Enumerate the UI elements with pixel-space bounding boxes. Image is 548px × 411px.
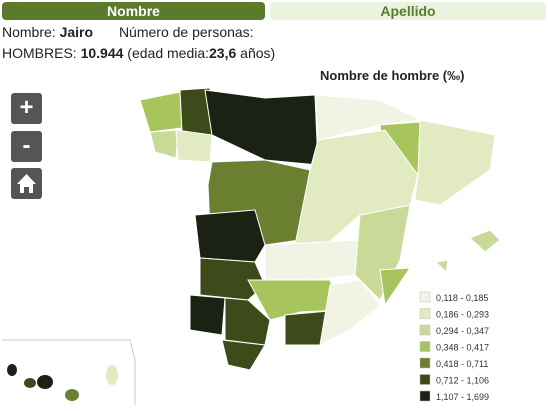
island[interactable] [469, 229, 501, 253]
province[interactable] [204, 89, 319, 166]
legend-label: 0,712 - 1,106 [436, 376, 489, 386]
value: Jairo [59, 24, 94, 40]
value: 23,6 [209, 45, 237, 61]
name-line: Nombre: Jairo Número de personas: [2, 24, 254, 40]
province[interactable] [224, 297, 271, 346]
legend-swatch [419, 341, 431, 352]
province[interactable] [379, 267, 411, 307]
legend-label: 1,107 - 1,699 [436, 392, 489, 402]
legend-swatch [419, 390, 431, 402]
province[interactable] [314, 94, 422, 141]
label: (edad media: [127, 45, 210, 61]
legend-swatch [419, 291, 431, 303]
province[interactable] [319, 279, 381, 346]
value: 10.944 [80, 45, 124, 61]
legend-swatch [419, 324, 431, 336]
tab-apellido[interactable]: Apellido [270, 2, 546, 20]
legend-label: 0,186 - 0,293 [436, 310, 489, 320]
province[interactable] [139, 91, 183, 133]
legend: 0,118 - 0,185 0,186 - 0,293 0,294 - 0,347 0… [419, 291, 489, 402]
province[interactable] [175, 129, 213, 163]
canarias [7, 364, 118, 401]
label: HOMBRES: [2, 45, 77, 61]
province[interactable] [264, 239, 361, 286]
legend-label: 0,294 - 0,347 [436, 326, 489, 336]
legend-label: 0,348 - 0,417 [436, 343, 489, 353]
province[interactable] [149, 129, 179, 159]
province[interactable] [414, 119, 496, 206]
count-line: HOMBRES: 10.944 (edad media:23,6 años) [2, 45, 275, 61]
home[interactable] [11, 168, 42, 199]
legend-label: 0,418 - 0,711 [436, 359, 488, 369]
label: años) [240, 45, 276, 61]
legend-swatch [419, 374, 431, 385]
zoom-in[interactable]: + [11, 93, 42, 124]
province[interactable] [247, 279, 341, 321]
island[interactable] [434, 259, 449, 274]
tab-nombre[interactable]: Nombre [2, 2, 265, 20]
legend-label: 0,118 - 0,185 [436, 293, 488, 303]
home-icon [17, 174, 36, 193]
provinces [139, 87, 501, 371]
province[interactable] [194, 209, 266, 263]
map-title: Nombre de hombre (‰) [320, 68, 464, 83]
legend-swatch [419, 357, 431, 369]
canarias-frame [2, 339, 136, 405]
province[interactable] [189, 294, 226, 336]
label: Nombre: [2, 24, 56, 40]
label: Número de personas: [118, 24, 254, 40]
province[interactable] [221, 339, 266, 371]
zoom-out[interactable]: - [11, 131, 42, 162]
legend-swatch [419, 308, 431, 319]
